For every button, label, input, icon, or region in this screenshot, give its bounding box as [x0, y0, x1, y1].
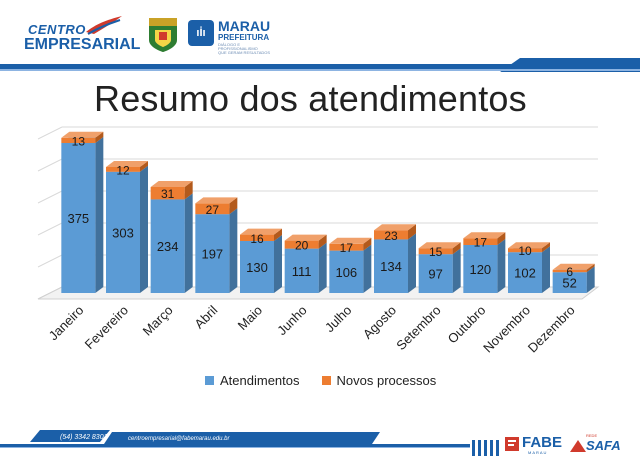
bar-atendimentos-side [185, 193, 193, 293]
legend-label: Novos processos [337, 373, 437, 388]
gridline-side [38, 159, 62, 171]
x-tick-label: Agosto [360, 303, 399, 342]
data-label-atendimentos: 120 [469, 262, 491, 277]
gridline-side [38, 223, 62, 235]
legend-item-atendimentos: Atendimentos [205, 373, 300, 388]
x-tick-label: Maio [235, 303, 266, 334]
chart-bars: 3751330312234311972713016111201061713423… [61, 132, 594, 293]
data-label-novos-processos: 12 [116, 163, 130, 177]
x-tick-label: Abril [191, 302, 220, 331]
fabe-sub: MARAU [528, 450, 547, 455]
data-label-novos-processos: 31 [161, 187, 175, 201]
data-label-atendimentos: 130 [246, 260, 268, 275]
x-tick-label: Fevereiro [82, 303, 131, 352]
data-label-novos-processos: 17 [474, 236, 488, 250]
data-label-novos-processos: 23 [384, 229, 398, 243]
x-tick-label: Setembro [393, 303, 443, 353]
safa-brand: SAFA [586, 438, 621, 453]
bar-chart: 3751330312234311972713016111201061713423… [0, 0, 640, 473]
bar-atendimentos-side [319, 243, 327, 293]
gridline-side [38, 191, 62, 203]
bar-atendimentos-side [453, 248, 461, 293]
gridline-side [38, 127, 62, 139]
data-label-atendimentos: 111 [292, 264, 312, 279]
x-tick-label: Junho [274, 303, 310, 339]
legend-swatch-orange [322, 376, 331, 385]
x-tick-label: Dezembro [525, 303, 578, 356]
data-label-novos-processos: 13 [72, 134, 86, 148]
footer-phone: (54) 3342 8301 [60, 434, 107, 441]
bar-atendimentos-side [497, 239, 505, 293]
gridline-side [38, 255, 62, 267]
data-label-novos-processos: 15 [429, 245, 443, 259]
data-label-novos-processos: 16 [250, 232, 264, 246]
data-label-atendimentos: 102 [514, 266, 536, 281]
bar-atendimentos-side [274, 235, 282, 293]
data-label-novos-processos: 10 [518, 244, 532, 258]
legend-label: Atendimentos [220, 373, 300, 388]
chart-legend: Atendimentos Novos processos [205, 373, 436, 388]
data-label-novos-processos: 27 [206, 203, 220, 217]
bar-atendimentos-side [542, 246, 550, 293]
data-label-atendimentos: 234 [157, 239, 179, 254]
bar-atendimentos-side [408, 233, 416, 293]
x-tick-label: Janeiro [46, 303, 87, 344]
x-tick-label: Outubro [445, 303, 489, 347]
legend-item-novos-processos: Novos processos [322, 373, 437, 388]
data-label-atendimentos: 134 [380, 259, 402, 274]
data-label-atendimentos: 106 [335, 265, 357, 280]
bar-atendimentos-side [229, 208, 237, 293]
data-label-novos-processos: 6 [566, 265, 573, 279]
data-label-atendimentos: 197 [201, 247, 223, 262]
data-label-atendimentos: 375 [67, 211, 89, 226]
data-label-atendimentos: 303 [112, 225, 134, 240]
bar-atendimentos-side [140, 166, 148, 293]
x-tick-label: Novembro [480, 303, 533, 356]
data-label-novos-processos: 20 [295, 239, 309, 253]
x-tick-label: Março [140, 303, 176, 339]
data-label-novos-processos: 17 [340, 241, 354, 255]
fabe-logo-icon [505, 437, 521, 453]
bar-atendimentos-side [95, 137, 103, 293]
footer-email: centroempresarial@fabemarau.edu.br [128, 436, 229, 442]
bar-atendimentos-side [363, 245, 371, 293]
data-label-atendimentos: 97 [428, 267, 442, 282]
safa-logo-icon [570, 440, 586, 454]
legend-swatch-blue [205, 376, 214, 385]
fabe-brand: FABE [522, 434, 562, 451]
x-tick-label: Julho [322, 303, 355, 336]
